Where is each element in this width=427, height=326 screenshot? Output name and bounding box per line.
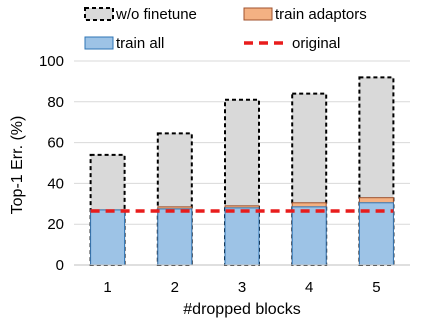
x-tick-label: 3 [238, 279, 246, 296]
bar-train-all [157, 208, 193, 266]
legend-label-train-all: train all [116, 35, 164, 52]
x-tick-label: 5 [372, 279, 380, 296]
y-tick-label: 20 [47, 216, 64, 233]
legend-swatch-train-adaptors [243, 7, 273, 21]
y-tick-label: 40 [47, 175, 64, 192]
bar-train-all [291, 206, 327, 266]
legend-swatch-train-all [84, 36, 114, 50]
x-tick-label: 4 [305, 279, 313, 296]
legend-swatch-w-o-finetune [84, 7, 114, 21]
bar-train-all [90, 209, 126, 266]
bar-train-all [224, 207, 260, 266]
bars [89, 76, 395, 267]
y-tick-label: 80 [47, 94, 64, 111]
x-tick-label: 1 [103, 279, 111, 296]
y-tick-label: 0 [56, 257, 64, 274]
legend-label-train-adaptors: train adaptors [275, 6, 367, 23]
x-tick-label: 2 [171, 279, 179, 296]
y-tick-label: 60 [47, 135, 64, 152]
y-axis-title: Top-1 Err. (%) [9, 116, 26, 215]
y-tick-label: 100 [39, 53, 64, 70]
tick-labels: 0 20 40 60 80 100 1 2 3 4 5 [39, 53, 381, 296]
legend-label-w-o-finetune: w/o finetune [115, 6, 197, 23]
x-axis-title: #dropped blocks [183, 301, 300, 318]
legend-label-original: original [292, 35, 340, 52]
legend: w/o finetune train adaptors train all origi… [84, 6, 367, 52]
